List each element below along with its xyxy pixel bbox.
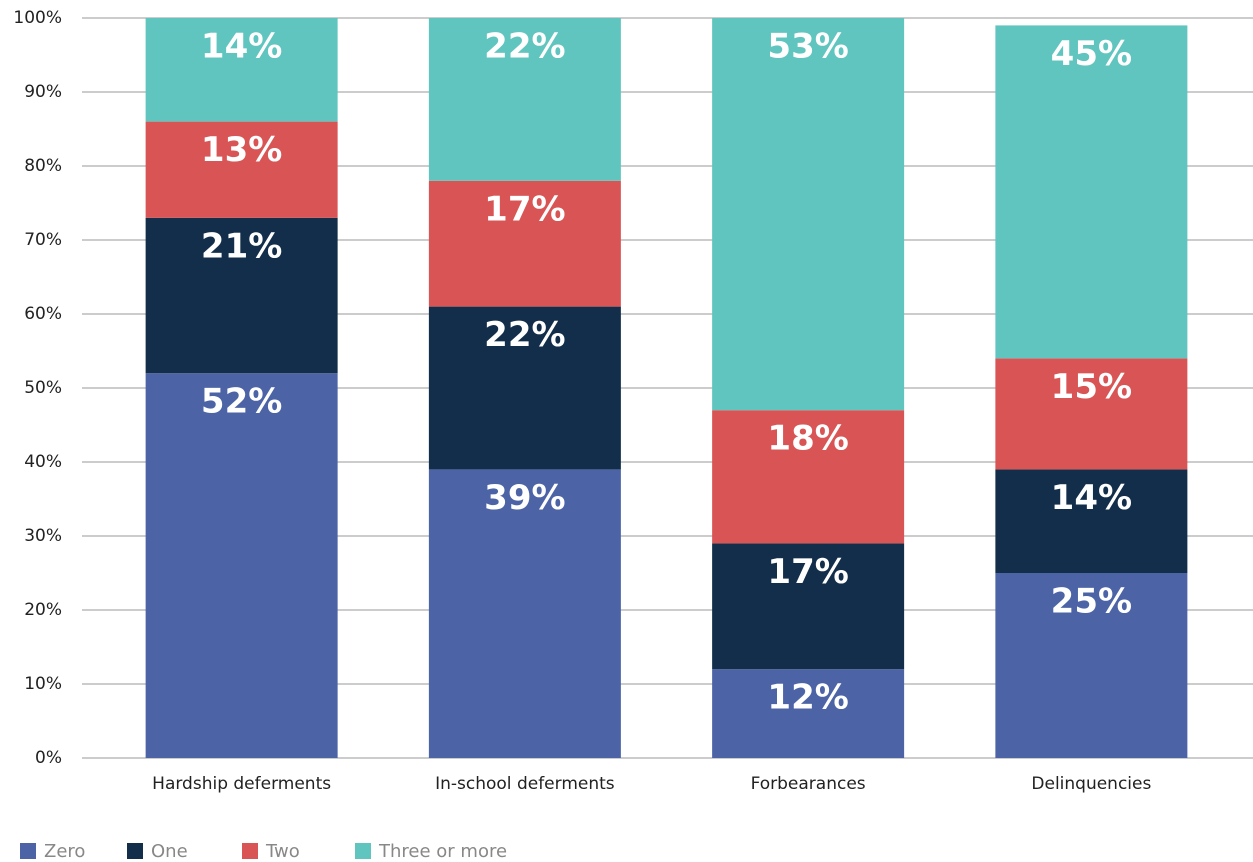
data-label: 22%	[484, 315, 565, 355]
x-tick-label: Hardship deferments	[152, 774, 331, 794]
data-label: 17%	[484, 189, 565, 229]
legend-swatch	[355, 843, 371, 859]
y-tick-label: 20%	[24, 600, 62, 620]
data-label: 14%	[1051, 478, 1132, 518]
bar-segment	[145, 217, 338, 374]
y-tick-label: 60%	[24, 304, 62, 324]
data-label: 39%	[484, 478, 565, 518]
data-label: 18%	[767, 419, 848, 459]
bar-segment	[428, 469, 621, 758]
data-label: 53%	[767, 27, 848, 67]
legend-label: Zero	[44, 841, 85, 862]
y-tick-label: 100%	[13, 8, 62, 28]
y-tick-label: 10%	[24, 674, 62, 694]
bar-segment	[995, 573, 1188, 758]
bar-segment	[712, 410, 905, 544]
bar-segment	[712, 543, 905, 670]
bar-segment	[145, 121, 338, 218]
data-label: 13%	[201, 130, 282, 170]
data-label: 52%	[201, 382, 282, 422]
y-tick-label: 80%	[24, 156, 62, 176]
bar-segment	[428, 306, 621, 470]
legend-swatch	[127, 843, 143, 859]
data-label: 25%	[1051, 582, 1132, 622]
y-tick-label: 90%	[24, 82, 62, 102]
data-label: 21%	[201, 226, 282, 266]
data-label: 14%	[201, 27, 282, 67]
x-tick-label: Forbearances	[751, 774, 866, 794]
bar-segment	[428, 180, 621, 307]
legend-swatch	[242, 843, 258, 859]
y-tick-label: 70%	[24, 230, 62, 250]
data-label: 45%	[1051, 34, 1132, 74]
data-label: 15%	[1051, 367, 1132, 407]
y-tick-label: 40%	[24, 452, 62, 472]
bar-segment	[712, 669, 905, 758]
data-label: 12%	[767, 678, 848, 718]
bar-segment	[995, 358, 1188, 470]
bar-segment	[995, 469, 1188, 573]
x-tick-label: Delinquencies	[1031, 774, 1151, 794]
legend-label: One	[151, 841, 188, 862]
y-tick-label: 30%	[24, 526, 62, 546]
y-tick-label: 0%	[35, 748, 62, 768]
legend-label: Two	[265, 841, 300, 862]
x-tick-label: In-school deferments	[435, 774, 615, 794]
bar-segment	[428, 18, 621, 181]
bar-segment	[145, 373, 338, 758]
legend-swatch	[20, 843, 36, 859]
data-label: 17%	[767, 552, 848, 592]
bar-segment	[712, 18, 905, 411]
data-label: 22%	[484, 27, 565, 67]
legend-label: Three or more	[378, 841, 507, 862]
bar-segment	[995, 25, 1188, 359]
bar-segment	[145, 18, 338, 122]
y-tick-label: 50%	[24, 378, 62, 398]
